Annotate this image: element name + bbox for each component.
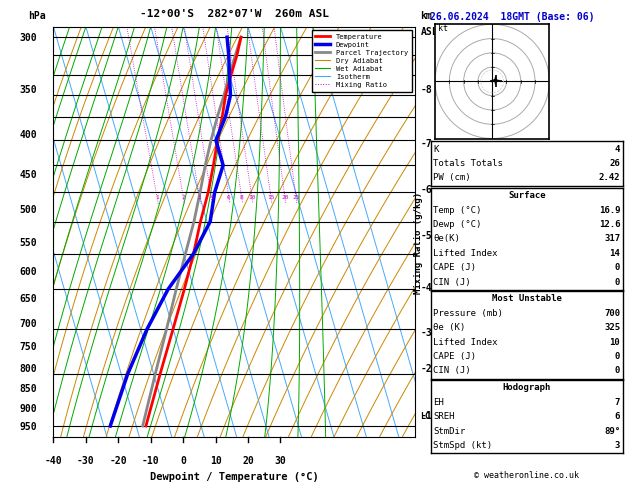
Text: 3: 3 — [615, 441, 620, 450]
Text: 800: 800 — [19, 364, 37, 374]
Text: Totals Totals: Totals Totals — [433, 159, 503, 168]
Text: 6: 6 — [615, 412, 620, 421]
Text: 16.9: 16.9 — [599, 206, 620, 215]
Text: 30: 30 — [275, 456, 286, 466]
Text: 26: 26 — [610, 159, 620, 168]
Text: 317: 317 — [604, 234, 620, 243]
Text: 10: 10 — [248, 195, 255, 200]
Text: θe (K): θe (K) — [433, 323, 465, 332]
Text: -1: -1 — [421, 411, 432, 421]
Text: 450: 450 — [19, 170, 37, 180]
Text: 400: 400 — [19, 130, 37, 140]
Text: Lifted Index: Lifted Index — [433, 338, 498, 347]
Text: 6: 6 — [227, 195, 231, 200]
Text: 20: 20 — [281, 195, 289, 200]
Text: 25: 25 — [292, 195, 300, 200]
Text: 8: 8 — [240, 195, 243, 200]
Text: Most Unstable: Most Unstable — [492, 294, 562, 303]
Text: 700: 700 — [604, 309, 620, 318]
Text: 14: 14 — [610, 249, 620, 258]
Text: StmSpd (kt): StmSpd (kt) — [433, 441, 493, 450]
Text: 12.6: 12.6 — [599, 220, 620, 229]
Text: 10: 10 — [209, 456, 221, 466]
Text: CIN (J): CIN (J) — [433, 278, 471, 287]
Text: -2: -2 — [421, 364, 432, 374]
Text: 350: 350 — [19, 85, 37, 95]
Text: ASL: ASL — [421, 27, 438, 37]
Text: 900: 900 — [19, 404, 37, 414]
Text: 0: 0 — [615, 352, 620, 361]
Text: -10: -10 — [142, 456, 160, 466]
Text: km: km — [421, 11, 432, 20]
Text: 550: 550 — [19, 238, 37, 247]
Text: -5: -5 — [421, 231, 432, 242]
Text: -40: -40 — [45, 456, 62, 466]
Text: Temp (°C): Temp (°C) — [433, 206, 482, 215]
Text: 7: 7 — [615, 398, 620, 407]
Text: hPa: hPa — [28, 11, 46, 20]
Text: 4: 4 — [209, 195, 213, 200]
Text: 500: 500 — [19, 206, 37, 215]
Text: CIN (J): CIN (J) — [433, 366, 471, 376]
Text: 20: 20 — [242, 456, 254, 466]
Text: 0: 0 — [181, 456, 186, 466]
Text: StmDir: StmDir — [433, 427, 465, 436]
Text: kt: kt — [438, 24, 448, 34]
Text: 600: 600 — [19, 267, 37, 277]
Text: K: K — [433, 144, 439, 154]
Text: -4: -4 — [421, 283, 432, 294]
Text: © weatheronline.co.uk: © weatheronline.co.uk — [474, 471, 579, 480]
Text: 325: 325 — [604, 323, 620, 332]
Text: 4: 4 — [615, 144, 620, 154]
Text: 89°: 89° — [604, 427, 620, 436]
Text: 850: 850 — [19, 384, 37, 395]
Text: Dewp (°C): Dewp (°C) — [433, 220, 482, 229]
Text: 2: 2 — [182, 195, 186, 200]
Text: 0: 0 — [615, 366, 620, 376]
Text: 15: 15 — [267, 195, 275, 200]
Text: EH: EH — [433, 398, 444, 407]
Text: -7: -7 — [421, 139, 432, 149]
Text: 0: 0 — [615, 263, 620, 272]
Text: Pressure (mb): Pressure (mb) — [433, 309, 503, 318]
Text: 1: 1 — [155, 195, 159, 200]
Text: 2.42: 2.42 — [599, 173, 620, 182]
Text: Dewpoint / Temperature (°C): Dewpoint / Temperature (°C) — [150, 472, 319, 482]
Text: 300: 300 — [19, 33, 37, 43]
Text: Lifted Index: Lifted Index — [433, 249, 498, 258]
Text: 3: 3 — [198, 195, 201, 200]
Text: LCL: LCL — [421, 412, 435, 420]
Text: -6: -6 — [421, 185, 432, 194]
Text: -20: -20 — [109, 456, 127, 466]
Text: 700: 700 — [19, 319, 37, 329]
Text: 750: 750 — [19, 342, 37, 352]
Text: Mixing Ratio (g/kg): Mixing Ratio (g/kg) — [414, 192, 423, 294]
Text: CAPE (J): CAPE (J) — [433, 263, 476, 272]
Text: PW (cm): PW (cm) — [433, 173, 471, 182]
Text: -12°00'S  282°07'W  260m ASL: -12°00'S 282°07'W 260m ASL — [140, 9, 329, 18]
Text: Surface: Surface — [508, 191, 545, 200]
Text: θe(K): θe(K) — [433, 234, 460, 243]
Text: SREH: SREH — [433, 412, 455, 421]
Text: CAPE (J): CAPE (J) — [433, 352, 476, 361]
Text: 650: 650 — [19, 294, 37, 304]
Text: 26.06.2024  18GMT (Base: 06): 26.06.2024 18GMT (Base: 06) — [430, 12, 595, 22]
Text: 0: 0 — [615, 278, 620, 287]
Legend: Temperature, Dewpoint, Parcel Trajectory, Dry Adiabat, Wet Adiabat, Isotherm, Mi: Temperature, Dewpoint, Parcel Trajectory… — [311, 30, 411, 91]
Text: 10: 10 — [610, 338, 620, 347]
Text: 950: 950 — [19, 422, 37, 432]
Text: -30: -30 — [77, 456, 95, 466]
Text: -3: -3 — [421, 329, 432, 338]
Text: Hodograph: Hodograph — [503, 382, 551, 392]
Text: -8: -8 — [421, 85, 432, 95]
